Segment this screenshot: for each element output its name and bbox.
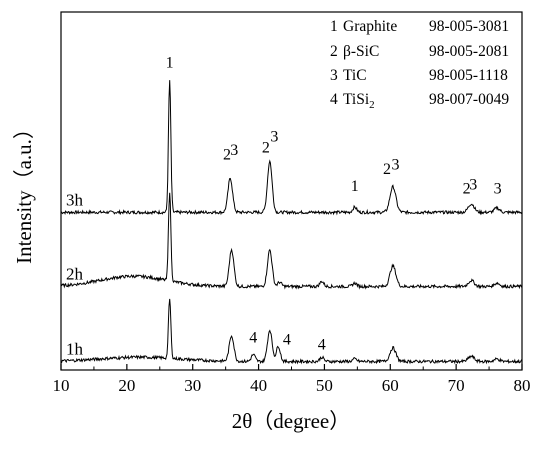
legend-entry-1-phase: Graphite bbox=[343, 18, 397, 35]
legend-entry-2-code: 98-005-2081 bbox=[429, 43, 509, 60]
peak-label: 4 bbox=[318, 337, 326, 354]
series-layer bbox=[60, 80, 523, 365]
peak-label: 1 bbox=[351, 178, 359, 195]
legend-entry-3-index: 3 bbox=[330, 67, 338, 84]
x-tick-label: 10 bbox=[53, 376, 70, 395]
legend-entry-4-code: 98-007-0049 bbox=[429, 91, 509, 108]
series-label-3h: 3h bbox=[66, 190, 84, 209]
legend-entry-3-code: 98-005-1118 bbox=[429, 67, 508, 84]
peak-label: 3 bbox=[270, 129, 278, 146]
x-tick-label: 40 bbox=[250, 376, 267, 395]
x-tick-label: 30 bbox=[184, 376, 201, 395]
series-line-1h bbox=[60, 298, 523, 365]
peak-label: 2 bbox=[383, 161, 391, 178]
peak-label: 3 bbox=[392, 157, 400, 174]
peak-label: 2 bbox=[262, 140, 270, 157]
peak-label: 4 bbox=[283, 331, 291, 348]
x-tick-label: 50 bbox=[316, 376, 333, 395]
x-axis: 10 20 30 40 50 60 70 80 bbox=[53, 364, 531, 395]
peak-label: 4 bbox=[249, 330, 257, 347]
legend-entry-2-phase: β-SiC bbox=[343, 43, 379, 60]
x-tick-label: 20 bbox=[118, 376, 135, 395]
y-axis-title: Intensity（a.u.） bbox=[12, 118, 36, 264]
peak-label: 3 bbox=[469, 176, 477, 193]
peak-label: 3 bbox=[494, 181, 502, 198]
series-line-3h bbox=[60, 80, 523, 216]
legend-entry-4-phase: TiSi2 bbox=[343, 91, 375, 111]
legend: 1 Graphite 98-005-3081 2 β-SiC 98-005-20… bbox=[330, 18, 509, 111]
legend-entry-2-index: 2 bbox=[330, 43, 338, 60]
legend-entry-3-phase: TiC bbox=[343, 67, 367, 84]
legend-entry-1-code: 98-005-3081 bbox=[429, 18, 509, 35]
legend-entry-4-index: 4 bbox=[330, 91, 338, 108]
legend-entry-4-phase-subscript: 2 bbox=[369, 99, 375, 111]
series-label-1h: 1h bbox=[66, 339, 84, 358]
plot-frame bbox=[60, 11, 523, 371]
peak-label: 2 bbox=[463, 181, 471, 198]
peak-label: 1 bbox=[166, 54, 174, 71]
x-axis-title: 2θ（degree） bbox=[232, 409, 351, 433]
x-tick-label: 70 bbox=[448, 376, 465, 395]
peak-label: 3 bbox=[230, 142, 238, 159]
x-tick-label: 60 bbox=[382, 376, 399, 395]
series-label-2h: 2h bbox=[66, 264, 84, 283]
peak-label: 2 bbox=[223, 146, 231, 163]
x-tick-label: 80 bbox=[514, 376, 531, 395]
legend-entry-4-phase-base: TiSi bbox=[343, 91, 370, 108]
legend-entry-1-index: 1 bbox=[330, 18, 338, 35]
series-line-2h bbox=[60, 192, 523, 290]
